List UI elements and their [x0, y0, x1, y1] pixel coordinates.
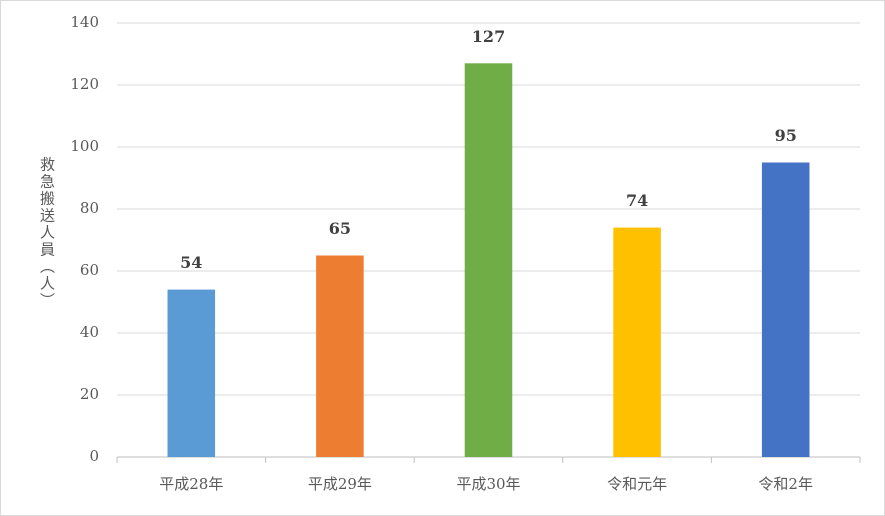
y-tick-label: 0 [89, 447, 99, 465]
y-tick-label: 40 [80, 323, 99, 341]
y-tick-label: 80 [80, 199, 99, 217]
y-tick-label: 100 [70, 137, 99, 155]
x-tick-label: 平成30年 [456, 475, 520, 493]
bar [167, 289, 216, 457]
y-tick-label: 120 [70, 75, 99, 93]
y-axis-label: 救急搬送人員（人） [38, 157, 56, 310]
bar [464, 63, 513, 458]
x-tick-label: 令和元年 [607, 475, 667, 493]
data-label: 95 [775, 126, 797, 145]
y-tick-label: 60 [80, 261, 99, 279]
y-tick-label: 140 [70, 13, 99, 31]
data-label: 74 [626, 191, 648, 210]
y-tick-label: 20 [80, 385, 99, 403]
x-tick-label: 平成29年 [308, 475, 372, 493]
data-label: 54 [180, 253, 202, 272]
bar [761, 162, 810, 457]
data-label: 127 [472, 27, 505, 46]
bar [316, 255, 364, 457]
x-tick-label: 平成28年 [159, 475, 223, 493]
data-label: 65 [329, 219, 351, 238]
bar [613, 227, 661, 457]
x-tick-label: 令和2年 [758, 475, 813, 493]
